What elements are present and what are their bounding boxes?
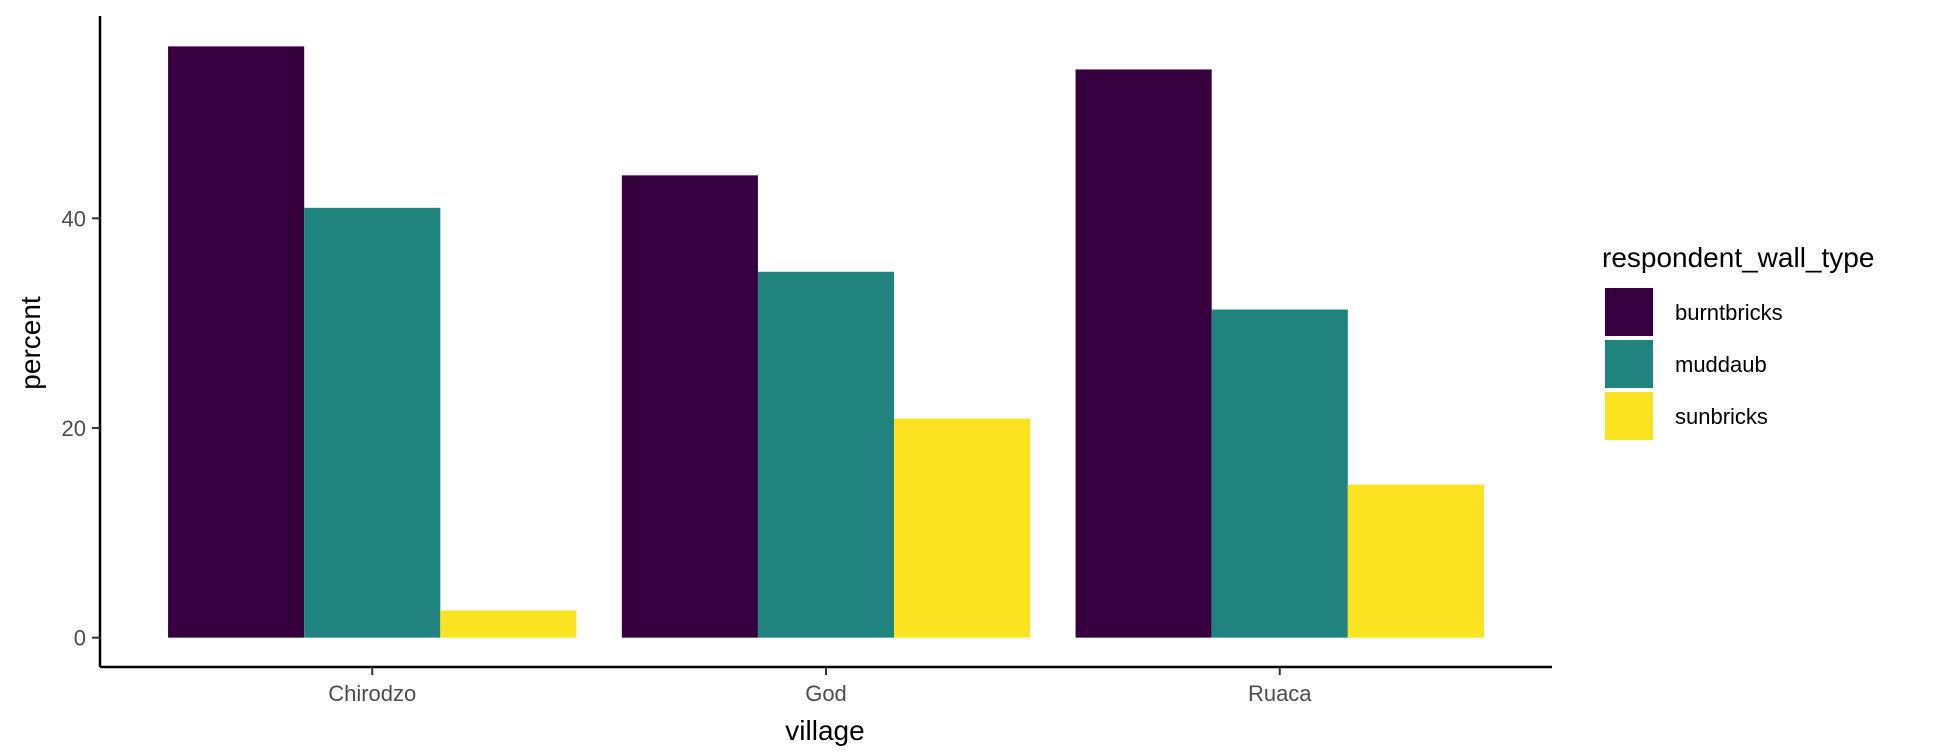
legend-title: respondent_wall_type (1602, 242, 1874, 273)
y-axis-title: percent (15, 296, 46, 390)
bar-burntbricks-god (621, 175, 758, 638)
bar-burntbricks-chirodzo (168, 46, 305, 638)
bar-burntbricks-ruaca (1075, 69, 1212, 638)
y-tick-label: 20 (62, 416, 86, 441)
x-axis: Chirodzo God Ruaca (100, 665, 1552, 706)
x-axis-title: village (785, 715, 864, 746)
bar-muddaub-god (757, 271, 895, 638)
y-axis: 0 20 40 (62, 16, 102, 667)
x-tick-label: God (805, 681, 847, 706)
y-tick-label: 0 (74, 626, 86, 651)
bar-sunbricks-chirodzo (440, 610, 577, 638)
x-tick-label: Chirodzo (328, 681, 416, 706)
y-tick-label: 40 (62, 206, 86, 231)
x-tick-label: Ruaca (1248, 681, 1312, 706)
legend-label-sunbricks: sunbricks (1675, 404, 1768, 429)
legend-key-muddaub (1605, 340, 1653, 388)
bar-sunbricks-ruaca (1347, 484, 1484, 638)
bar-muddaub-chirodzo (304, 207, 441, 638)
bars-group (168, 46, 1484, 638)
legend-key-burntbricks (1605, 288, 1653, 336)
legend-label-burntbricks: burntbricks (1675, 300, 1783, 325)
bar-sunbricks-god (894, 418, 1031, 638)
legend: respondent_wall_type burntbricks muddaub s… (1602, 242, 1874, 440)
legend-label-muddaub: muddaub (1675, 352, 1767, 377)
legend-key-sunbricks (1605, 392, 1653, 440)
bar-muddaub-ruaca (1211, 309, 1348, 638)
